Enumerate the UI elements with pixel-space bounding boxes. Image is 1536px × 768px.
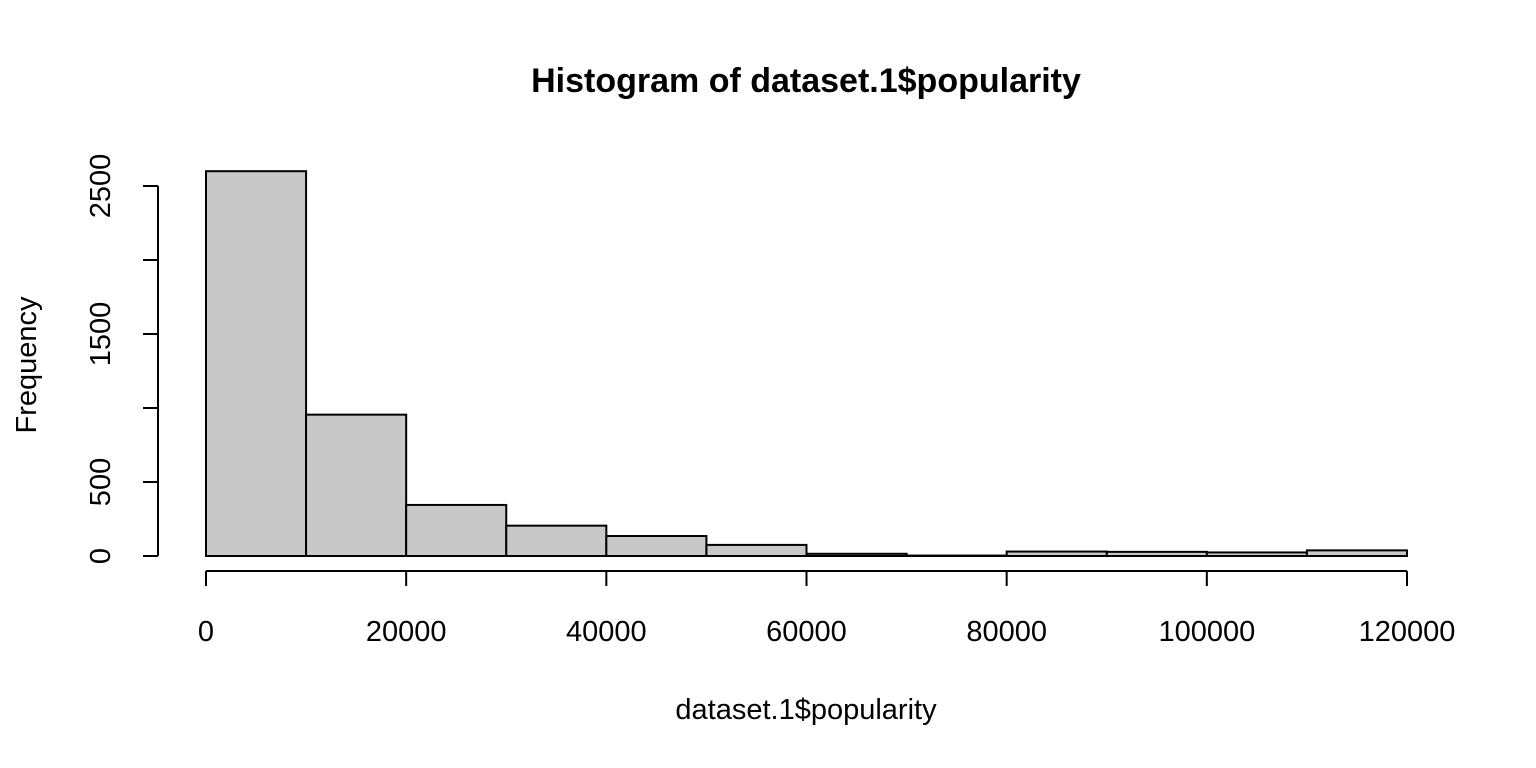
x-tick-label: 40000	[566, 616, 647, 648]
histogram-bar	[805, 552, 908, 558]
x-tick-label: 80000	[966, 616, 1047, 648]
histogram-bar	[405, 503, 508, 558]
chart-title: Histogram of dataset.1$popularity	[531, 62, 1081, 100]
histogram-bar	[305, 413, 408, 557]
y-tick-label: 2500	[85, 154, 117, 219]
y-tick-label: 500	[85, 458, 117, 506]
histogram-bar	[1005, 550, 1108, 557]
histogram-bar	[1305, 549, 1408, 557]
bars-group	[205, 170, 1408, 558]
histogram-bar	[205, 170, 308, 557]
y-axis-label: Frequency	[11, 296, 43, 434]
x-axis-label: dataset.1$popularity	[675, 694, 937, 726]
histogram-bar	[1105, 550, 1208, 558]
histogram-bar	[705, 543, 808, 558]
x-tick-label: 20000	[366, 616, 447, 648]
x-tick-label: 0	[198, 616, 214, 648]
y-axis: 0 500 1500 2500	[85, 154, 159, 564]
y-tick-label: 0	[85, 548, 117, 564]
x-tick-label: 120000	[1359, 616, 1456, 648]
x-axis: 0 20000 40000 60000 80000 100000 120000	[198, 570, 1456, 648]
x-tick-label: 60000	[766, 616, 847, 648]
histogram-bar	[605, 535, 708, 558]
histogram-bar	[505, 524, 608, 557]
histogram-bar	[1205, 551, 1308, 557]
x-tick-label: 100000	[1158, 616, 1255, 648]
y-tick-label: 1500	[85, 302, 117, 367]
